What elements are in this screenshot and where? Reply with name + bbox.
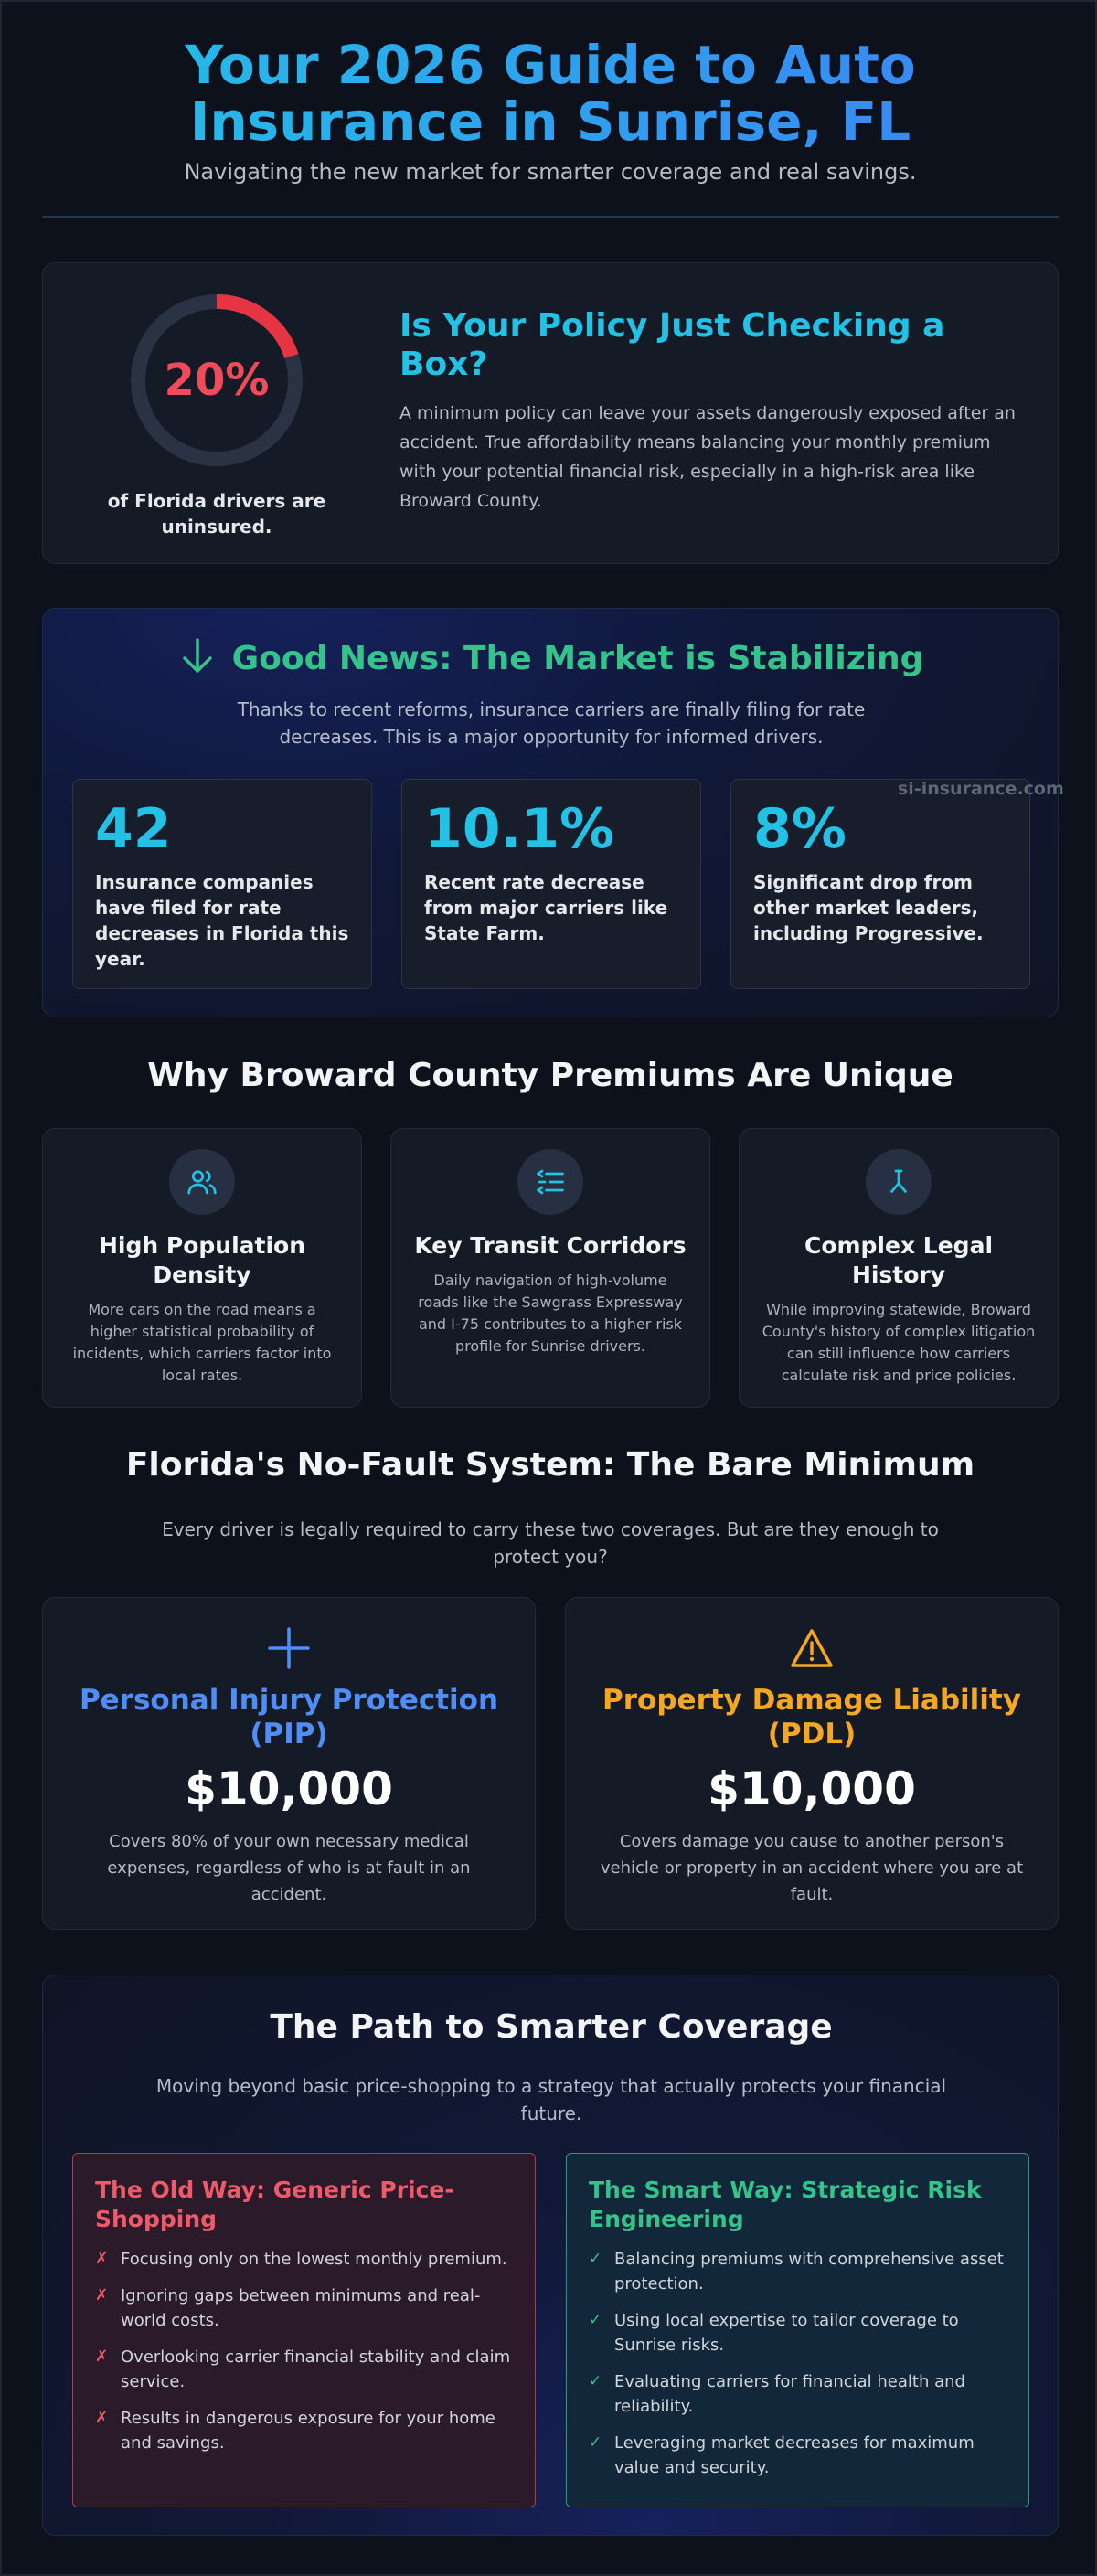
plus-icon [74,1625,504,1671]
no-fault-subtitle: Every driver is legally required to carr… [162,1518,939,1568]
coverage-amount: $10,000 [708,1762,916,1815]
policy-check-card: 20% of Florida drivers are uninsured. Is… [42,262,1059,564]
check-icon: ✓ [589,2311,602,2329]
cross-icon: ✗ [95,2409,109,2427]
smart-way-list: ✓ Balancing premiums with comprehensive a… [589,2247,1006,2480]
list-item-text: Focusing only on the lowest monthly prem… [121,2250,507,2269]
old-way-title: The Old Way: Generic Price-Shopping [95,2177,454,2232]
list-item-text: Balancing premiums with comprehensive as… [614,2250,1004,2294]
gavel-icon [866,1149,932,1215]
coverage-title: Property Damage Liability (PDL) [602,1684,1021,1751]
list-item: ✓ Balancing premiums with comprehensive a… [589,2247,1006,2296]
list-item: ✗ Results in dangerous exposure for your … [95,2406,513,2455]
coverage-card-pip: Personal Injury Protection (PIP) $10,000… [42,1597,536,1930]
stat-card-progressive: 8% Significant drop from other market le… [730,779,1030,989]
watermark: si-insurance.com [898,779,1064,799]
check-icon: ✓ [589,2372,602,2390]
uninsured-caption: of Florida drivers are uninsured. [107,490,326,538]
feature-title: Complex Legal History [804,1232,994,1288]
stat-label: Insurance companies have filed for rate … [95,871,349,970]
stat-label: Significant drop from other market leade… [753,871,984,944]
list-item-text: Results in dangerous exposure for your h… [121,2409,495,2453]
policy-check-text: Is Your Policy Just Checking a Box? A mi… [399,307,1030,516]
smart-way-card: The Smart Way: Strategic Risk Engineerin… [566,2153,1029,2507]
list-item-text: Using local expertise to tailor coverage… [614,2311,959,2355]
list-item: ✓ Leveraging market decreases for maximum… [589,2431,1006,2480]
path-heading: The Path to Smarter Coverage [270,2008,833,2046]
uninsured-percent: 20% [164,355,270,406]
stat-card-filings: 42 Insurance companies have filed for ra… [72,779,372,989]
stat-value: 8% [753,797,847,861]
coverage-title: Personal Injury Protection (PIP) [79,1684,499,1751]
title-line-1: Your 2026 Guide to Auto [185,34,916,96]
old-way-card: The Old Way: Generic Price-Shopping ✗ Foc… [72,2153,536,2507]
uninsured-donut-chart: 20% [127,291,306,470]
path-subtitle: Moving beyond basic price-shopping to a … [155,2075,947,2124]
market-section: Good News: The Market is Stabilizing Tha… [42,608,1059,1017]
list-item-text: Leveraging market decreases for maximum … [614,2433,975,2477]
policy-check-heading: Is Your Policy Just Checking a Box? [399,307,945,383]
stat-value: 10.1% [424,797,615,861]
market-subtitle: Thanks to recent reforms, insurance carr… [237,698,866,748]
feature-card-transit: Key Transit Corridors Daily navigation o… [390,1128,710,1408]
coverage-card-pdl: Property Damage Liability (PDL) $10,000 … [565,1597,1059,1930]
list-item: ✓ Evaluating carriers for financial healt… [589,2369,1006,2419]
cross-icon: ✗ [95,2286,109,2305]
path-section: The Path to Smarter Coverage Moving beyo… [42,1975,1059,2536]
coverage-body: Covers 80% of your own necessary medical… [107,1832,471,1904]
title-line-2: Insurance in Sunrise, FL [189,90,911,153]
feature-card-legal: Complex Legal History While improving st… [739,1128,1059,1408]
donut-svg [131,294,303,466]
users-icon [169,1149,235,1215]
broward-heading: Why Broward County Premiums Are Unique [147,1057,953,1094]
smart-way-title: The Smart Way: Strategic Risk Engineerin… [589,2177,982,2232]
stat-label: Recent rate decrease from major carriers… [424,871,668,944]
old-way-list: ✗ Focusing only on the lowest monthly pre… [95,2247,513,2455]
list-item-text: Evaluating carriers for financial health… [614,2372,965,2416]
list-item: ✗ Overlooking carrier financial stability… [95,2345,513,2394]
hero-header: Your 2026 Guide to Auto Insurance in Sun… [42,37,1059,185]
coverage-body: Covers damage you cause to another perso… [600,1832,1024,1904]
page-title: Your 2026 Guide to Auto Insurance in Sun… [42,37,1059,150]
page-subtitle: Navigating the new market for smarter co… [184,159,917,185]
stat-value: 42 [95,797,172,861]
policy-check-body: A minimum policy can leave your assets d… [399,403,1016,511]
feature-body: While improving statewide, Broward Count… [762,1301,1036,1384]
check-icon: ✓ [589,2250,602,2268]
feature-body: Daily navigation of high-volume roads li… [418,1272,683,1355]
list-item: ✗ Focusing only on the lowest monthly pre… [95,2247,513,2272]
donut-arc [131,294,303,466]
coverage-amount: $10,000 [185,1762,393,1815]
feature-body: More cars on the road means a higher sta… [72,1301,332,1384]
market-heading-row: Good News: The Market is Stabilizing [43,636,1060,677]
check-icon: ✓ [589,2433,602,2452]
list-item: ✗ Ignoring gaps between minimums and real… [95,2283,513,2333]
uninsured-stat: 20% of Florida drivers are uninsured. [80,291,354,539]
warning-icon [597,1625,1027,1671]
list-item: ✓ Using local expertise to tailor coverag… [589,2308,1006,2358]
market-heading: Good News: The Market is Stabilizing [231,640,924,677]
arrow-down-icon [179,636,216,676]
feature-card-density: High Population Density More cars on the… [42,1128,362,1408]
stat-card-state-farm: 10.1% Recent rate decrease from major ca… [401,779,701,989]
no-fault-heading: Florida's No-Fault System: The Bare Mini… [125,1446,975,1484]
route-icon [517,1149,583,1215]
cross-icon: ✗ [95,2250,109,2268]
cross-icon: ✗ [95,2347,109,2366]
list-item-text: Overlooking carrier financial stability … [121,2347,511,2391]
feature-title: High Population Density [98,1232,305,1288]
list-item-text: Ignoring gaps between minimums and real-… [121,2286,481,2330]
header-divider [42,216,1059,218]
feature-title: Key Transit Corridors [414,1232,687,1259]
